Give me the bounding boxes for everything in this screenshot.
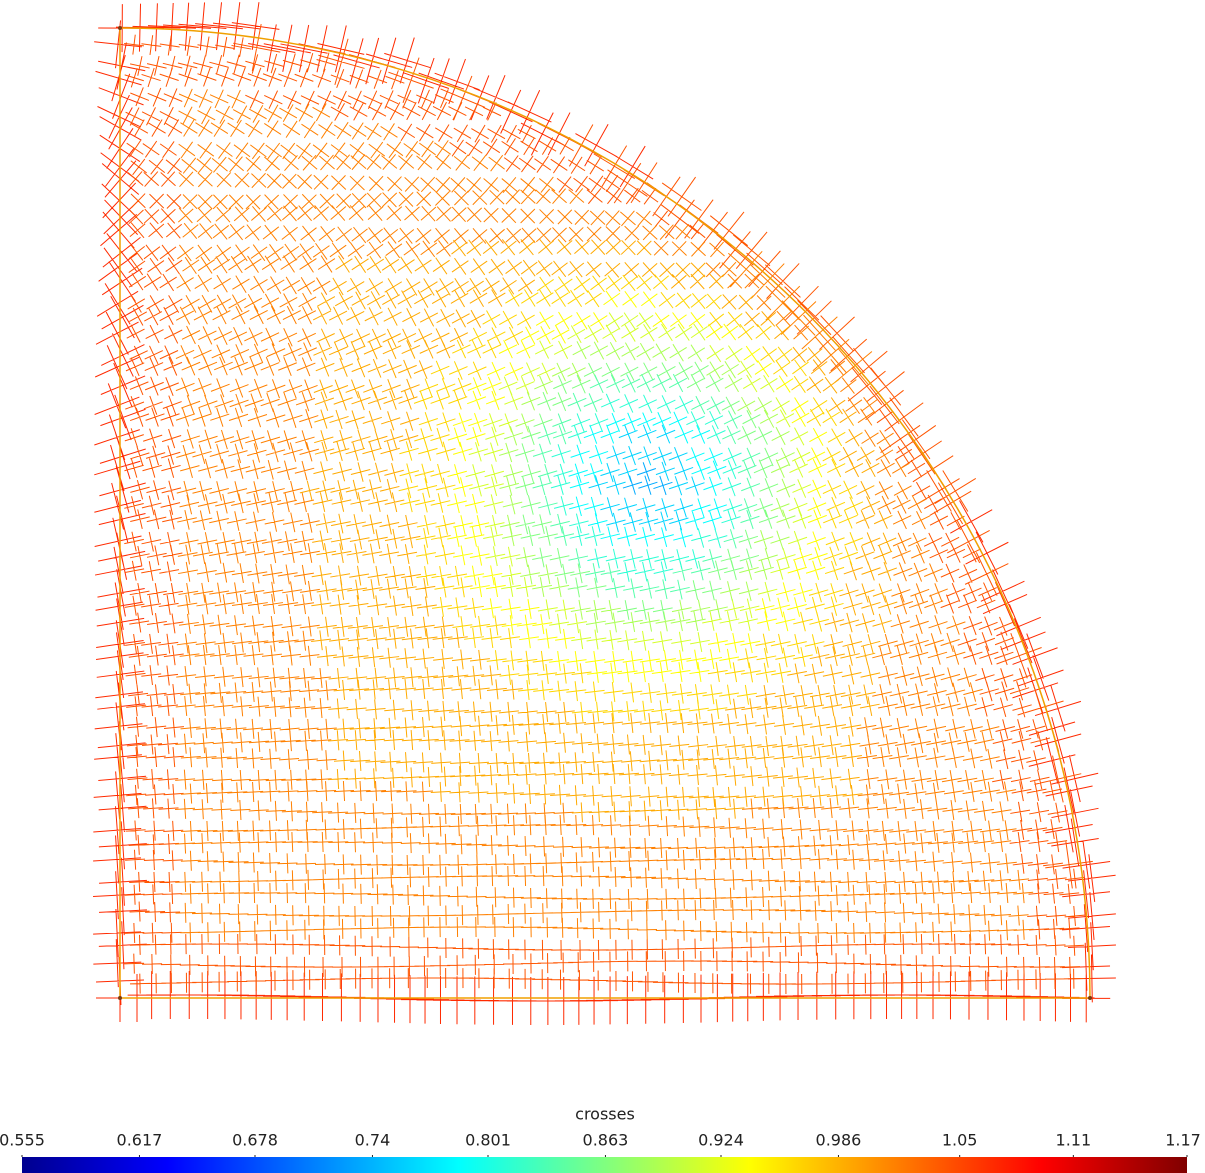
colorbar-tick-label: 1.17 (1165, 1131, 1201, 1150)
corner-point (118, 996, 122, 1000)
cross-set (174, 88, 1034, 944)
colorbar-tick-label: 0.678 (232, 1131, 278, 1150)
cross-set (588, 424, 705, 533)
colorbar-tick-label: 0.924 (698, 1131, 744, 1150)
colorbar-tick-label: 1.11 (1056, 1131, 1092, 1150)
colorbar (22, 1157, 1187, 1173)
cross-set (398, 274, 864, 722)
cross-set (499, 341, 796, 633)
cross-set (532, 373, 761, 600)
colorbar-tick-label: 0.863 (583, 1131, 629, 1150)
colorbar-tick-label: 0.801 (465, 1131, 511, 1150)
cross-set (124, 23, 1093, 994)
colorbar-tick-label: 0.74 (355, 1131, 391, 1150)
colorbar-tick-label: 0.617 (117, 1131, 163, 1150)
cross-set (550, 393, 743, 582)
cross-set (93, 2, 1116, 1025)
cross-set (299, 238, 898, 823)
colorbar-ticks: 0.555 0.617 0.678 0.74 0.801 0.863 0.924 0.986 1… (0, 1131, 1201, 1157)
colorbar-title: crosses (575, 1105, 635, 1124)
colorbar-tick-label: 1.05 (942, 1131, 978, 1150)
cross-set (465, 312, 812, 653)
cross-field (93, 2, 1116, 1025)
colorbar-tick-label: 0.555 (0, 1131, 45, 1150)
corner-point (1088, 996, 1092, 1000)
corner-point (118, 26, 122, 30)
cross-set (568, 411, 727, 548)
colorbar-tick-label: 0.986 (816, 1131, 862, 1150)
cross-set (622, 462, 673, 496)
domain-boundary (119, 27, 1091, 999)
cross-set (447, 290, 828, 683)
cross-set (515, 361, 779, 620)
